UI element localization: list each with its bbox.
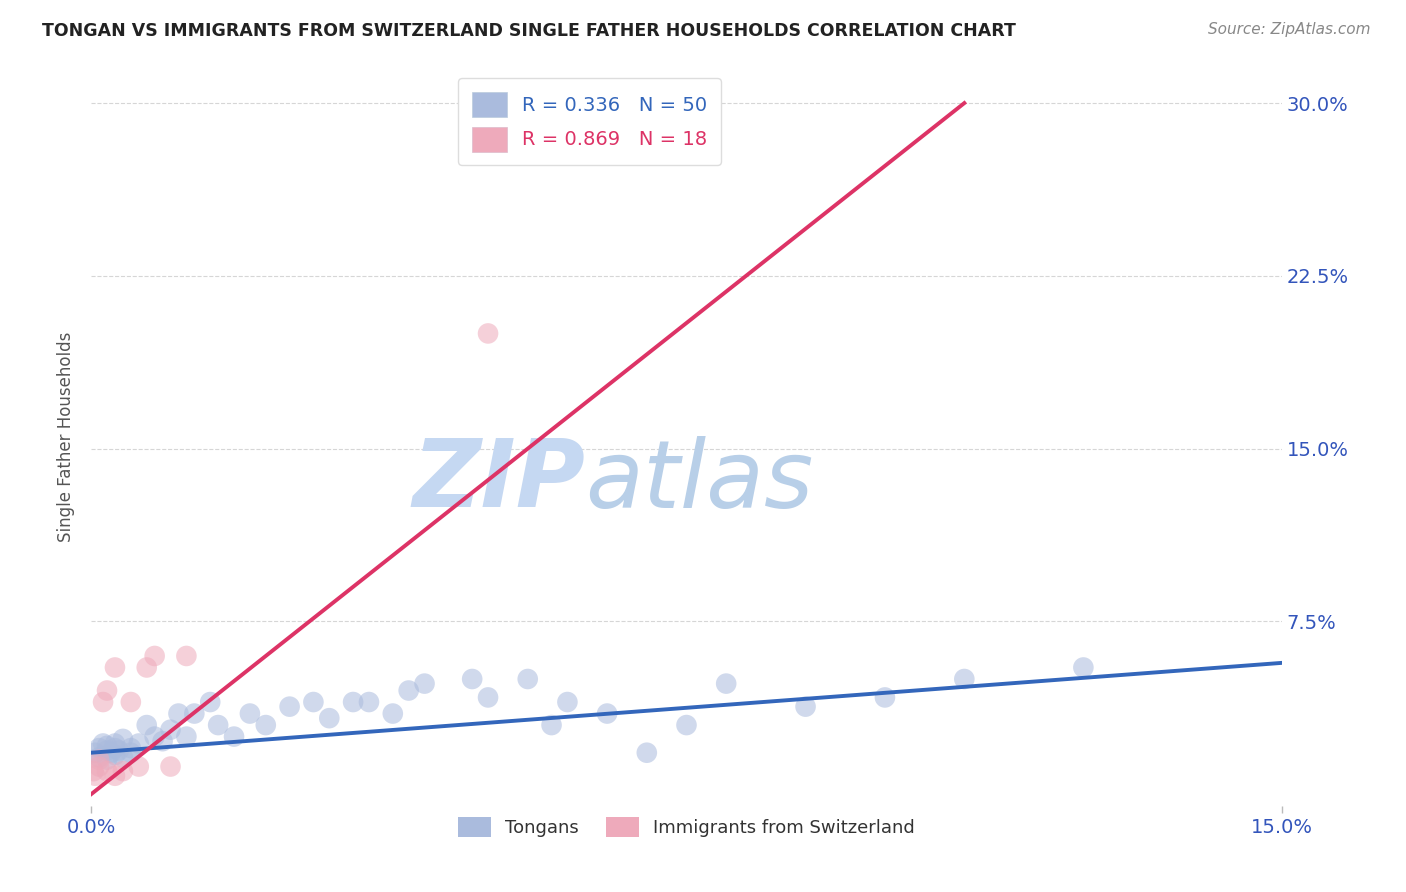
Point [953,672,976,686]
Point [636,746,658,760]
Point [413,676,436,690]
Point [239,706,262,721]
Point [104,737,127,751]
Point [87,753,110,767]
Point [152,734,174,748]
Point [254,718,277,732]
Point [540,718,562,732]
Y-axis label: Single Father Households: Single Father Households [58,332,75,542]
Text: TONGAN VS IMMIGRANTS FROM SWITZERLAND SINGLE FATHER HOUSEHOLDS CORRELATION CHART: TONGAN VS IMMIGRANTS FROM SWITZERLAND SI… [42,22,1017,40]
Point [167,706,190,721]
Point [87,759,110,773]
Point [357,695,380,709]
Point [207,718,229,732]
Point [159,723,181,737]
Point [794,699,817,714]
Point [120,741,142,756]
Legend: Tongans, Immigrants from Switzerland: Tongans, Immigrants from Switzerland [451,809,922,845]
Point [183,706,205,721]
Point [108,743,131,757]
Point [91,737,114,751]
Point [461,672,484,686]
Point [96,764,118,779]
Point [128,737,150,751]
Point [104,769,127,783]
Point [873,690,896,705]
Point [104,741,127,756]
Point [714,676,737,690]
Text: atlas: atlas [585,436,814,527]
Point [675,107,697,121]
Point [96,739,118,753]
Point [176,648,198,663]
Point [111,764,134,779]
Point [1073,660,1095,674]
Point [381,706,404,721]
Point [104,747,127,762]
Point [278,699,301,714]
Point [100,746,122,760]
Point [143,648,166,663]
Point [477,690,499,705]
Point [96,743,118,757]
Point [96,753,118,767]
Point [675,718,697,732]
Point [477,326,499,341]
Text: Source: ZipAtlas.com: Source: ZipAtlas.com [1208,22,1371,37]
Point [111,731,134,746]
Point [516,672,538,686]
Point [557,695,579,709]
Point [120,695,142,709]
Text: ZIP: ZIP [412,435,585,527]
Point [596,706,619,721]
Point [87,750,110,764]
Point [120,746,142,760]
Point [135,718,157,732]
Point [176,730,198,744]
Point [200,695,222,709]
Point [159,759,181,773]
Point [104,660,127,674]
Point [135,660,157,674]
Point [342,695,364,709]
Point [111,750,134,764]
Point [84,746,107,760]
Point [91,695,114,709]
Point [84,769,107,783]
Point [398,683,420,698]
Point [83,764,105,779]
Point [318,711,340,725]
Point [222,730,245,744]
Point [128,759,150,773]
Point [302,695,325,709]
Point [143,730,166,744]
Point [87,741,110,756]
Point [96,683,118,698]
